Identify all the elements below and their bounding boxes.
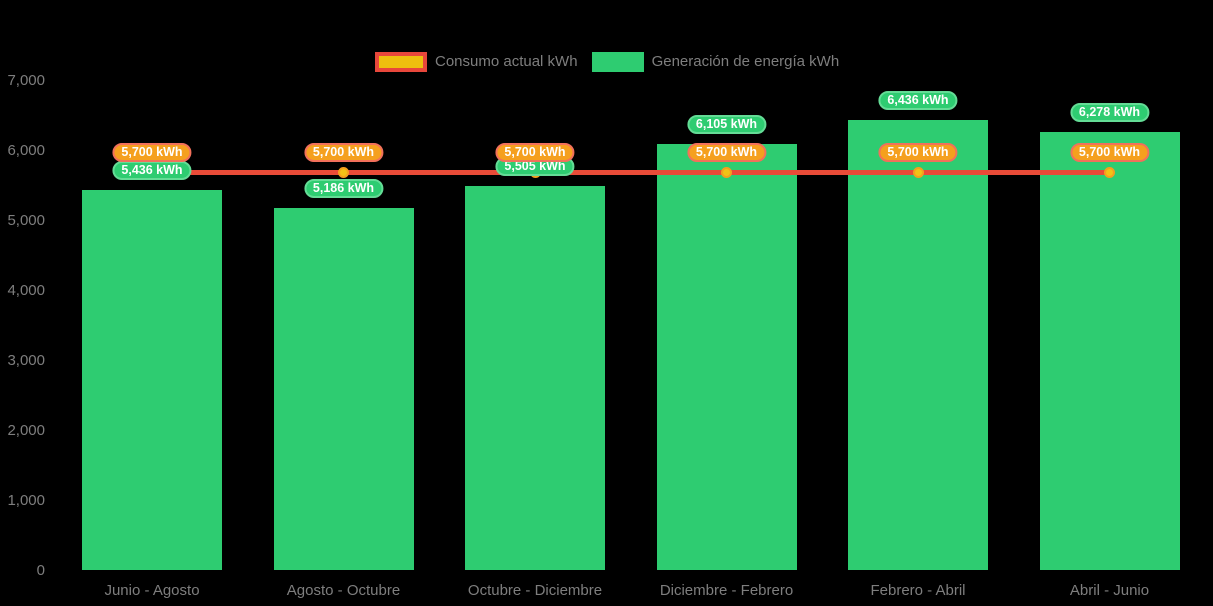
generation-value-label: 5,186 kWh (303, 178, 384, 198)
legend-item-generacion[interactable]: Generación de energía kWh (591, 51, 840, 73)
consumption-value-label: 5,700 kWh (1069, 143, 1150, 162)
consumption-value-label: 5,700 kWh (878, 143, 958, 162)
generation-swatch-icon (591, 52, 644, 72)
x-axis-category-label: Febrero - Abril (870, 582, 966, 599)
x-axis-category-label: Diciembre - Febrero (659, 582, 794, 599)
consumption-value-label: 5,700 kWh (495, 143, 575, 162)
generation-bar (656, 143, 797, 570)
generation-bar (1039, 131, 1180, 570)
generation-value-label: 6,278 kWh (1069, 102, 1150, 122)
consumption-line (152, 169, 1110, 175)
legend: Consumo actual kWh Generación de energía… (375, 51, 839, 73)
consumption-point-marker (721, 166, 732, 178)
consumption-point-marker (338, 166, 349, 178)
consumption-value-label: 5,700 kWh (112, 143, 192, 162)
generation-value-label: 6,436 kWh (878, 91, 958, 111)
y-axis-tick-label: 7,000 (7, 72, 45, 89)
generation-bar (82, 190, 222, 570)
y-axis-tick-label: 6,000 (7, 142, 45, 159)
generation-bar (848, 120, 988, 570)
consumption-point-marker (1104, 166, 1115, 178)
y-axis-tick-label: 4,000 (7, 282, 45, 299)
y-axis-tick-label: 0 (36, 562, 45, 579)
x-axis-category-label: Agosto - Octubre (286, 582, 401, 599)
legend-label-generacion: Generación de energía kWh (651, 53, 840, 70)
generation-value-label: 5,436 kWh (112, 161, 192, 181)
generation-bar (273, 207, 414, 570)
consumption-value-label: 5,700 kWh (686, 143, 767, 162)
legend-item-consumo[interactable]: Consumo actual kWh (375, 51, 578, 73)
y-axis-tick-label: 3,000 (7, 352, 45, 369)
y-axis-tick-label: 2,000 (7, 422, 45, 439)
legend-label-consumo: Consumo actual kWh (435, 53, 578, 70)
generation-value-label: 6,105 kWh (686, 114, 767, 134)
y-axis-tick-label: 5,000 (7, 212, 45, 229)
y-axis-tick-label: 1,000 (7, 492, 45, 509)
consumption-value-label: 5,700 kWh (303, 143, 384, 162)
x-axis-category-label: Junio - Agosto (104, 582, 200, 599)
generation-bar (465, 185, 605, 570)
consumption-point-marker (912, 166, 924, 178)
consumption-swatch-icon (375, 52, 427, 72)
x-axis-category-label: Octubre - Diciembre (467, 582, 603, 599)
x-axis-category-label: Abril - Junio (1069, 582, 1150, 599)
